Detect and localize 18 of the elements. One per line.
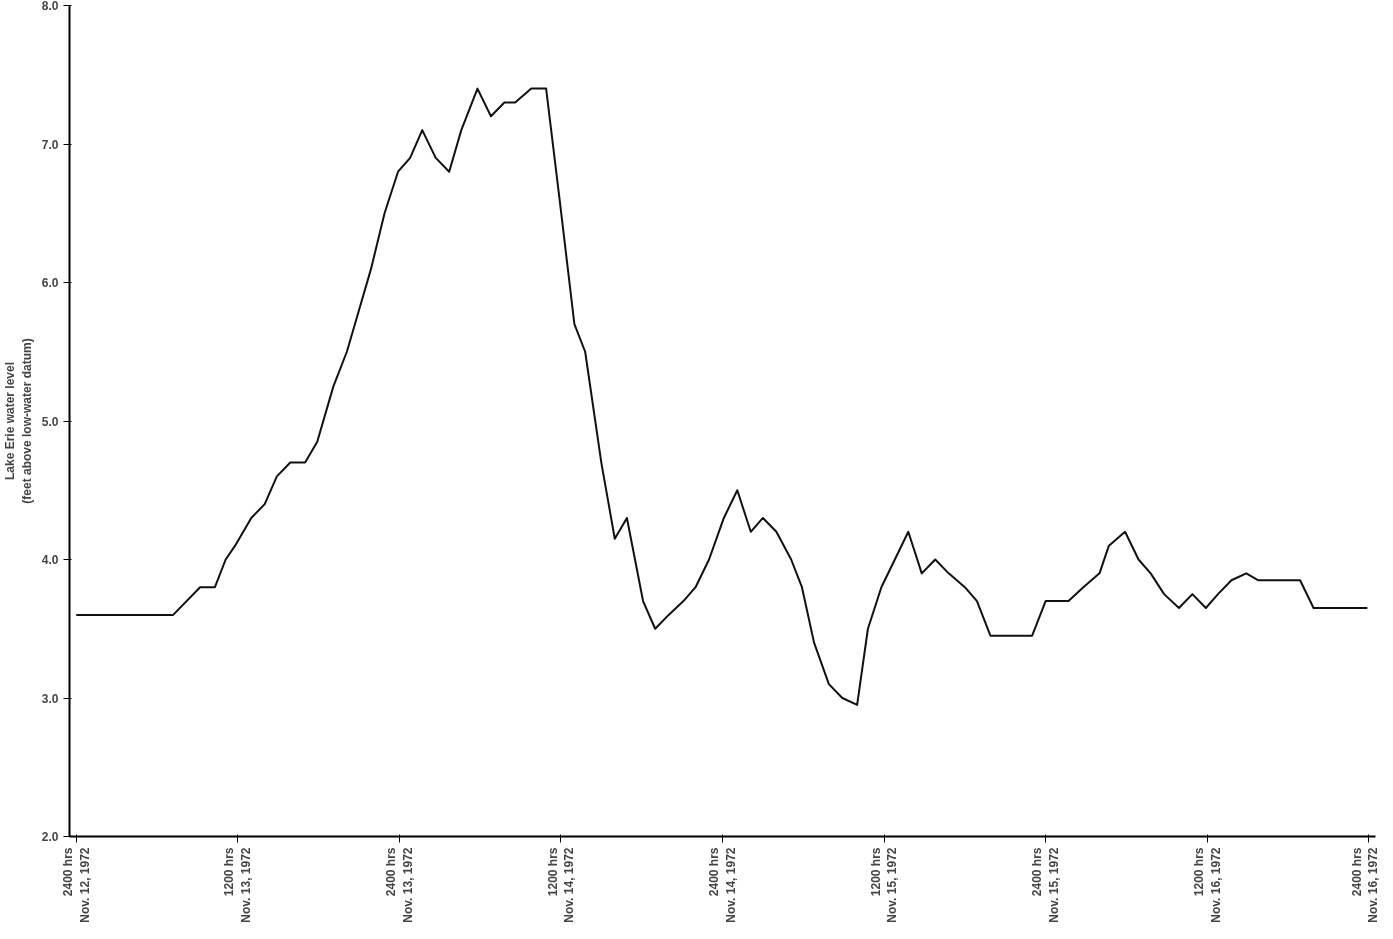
- x-tick-label: 1200 hrs Nov. 15, 1972: [868, 847, 900, 923]
- y-tick-label: 5.0: [41, 414, 59, 429]
- x-tick-label: 1200 hrs Nov. 14, 1972: [545, 847, 577, 923]
- text: 2400 hrs Nov. 13, 1972: [383, 847, 415, 923]
- text: 2400 hrs Nov. 15, 1972: [1030, 847, 1062, 923]
- x-tick-label: 1200 hrs Nov. 16, 1972: [1191, 847, 1223, 923]
- y-tick-label: 8.0: [41, 0, 59, 13]
- text: 2400 hrs Nov. 14, 1972: [707, 847, 738, 923]
- y-tick-label: 4.0: [41, 553, 59, 567]
- line-series: [75, 87, 1369, 706]
- x-tick-label: 1200 hrs Nov. 13, 1972: [222, 847, 254, 923]
- y-tick-label: 7.0: [41, 137, 59, 152]
- text: 2400 hrs Nov. 12, 1972: [60, 847, 92, 923]
- y-tick-label: 2.0: [41, 830, 59, 844]
- y-tick-label: 6.0: [41, 276, 59, 290]
- y-tick-label: 3.0: [41, 691, 59, 706]
- y-axis-title: Lake Erie water level (feet above low-water datum): [3, 338, 34, 504]
- text: 2400 hrs Nov. 16, 1972: [1349, 847, 1381, 923]
